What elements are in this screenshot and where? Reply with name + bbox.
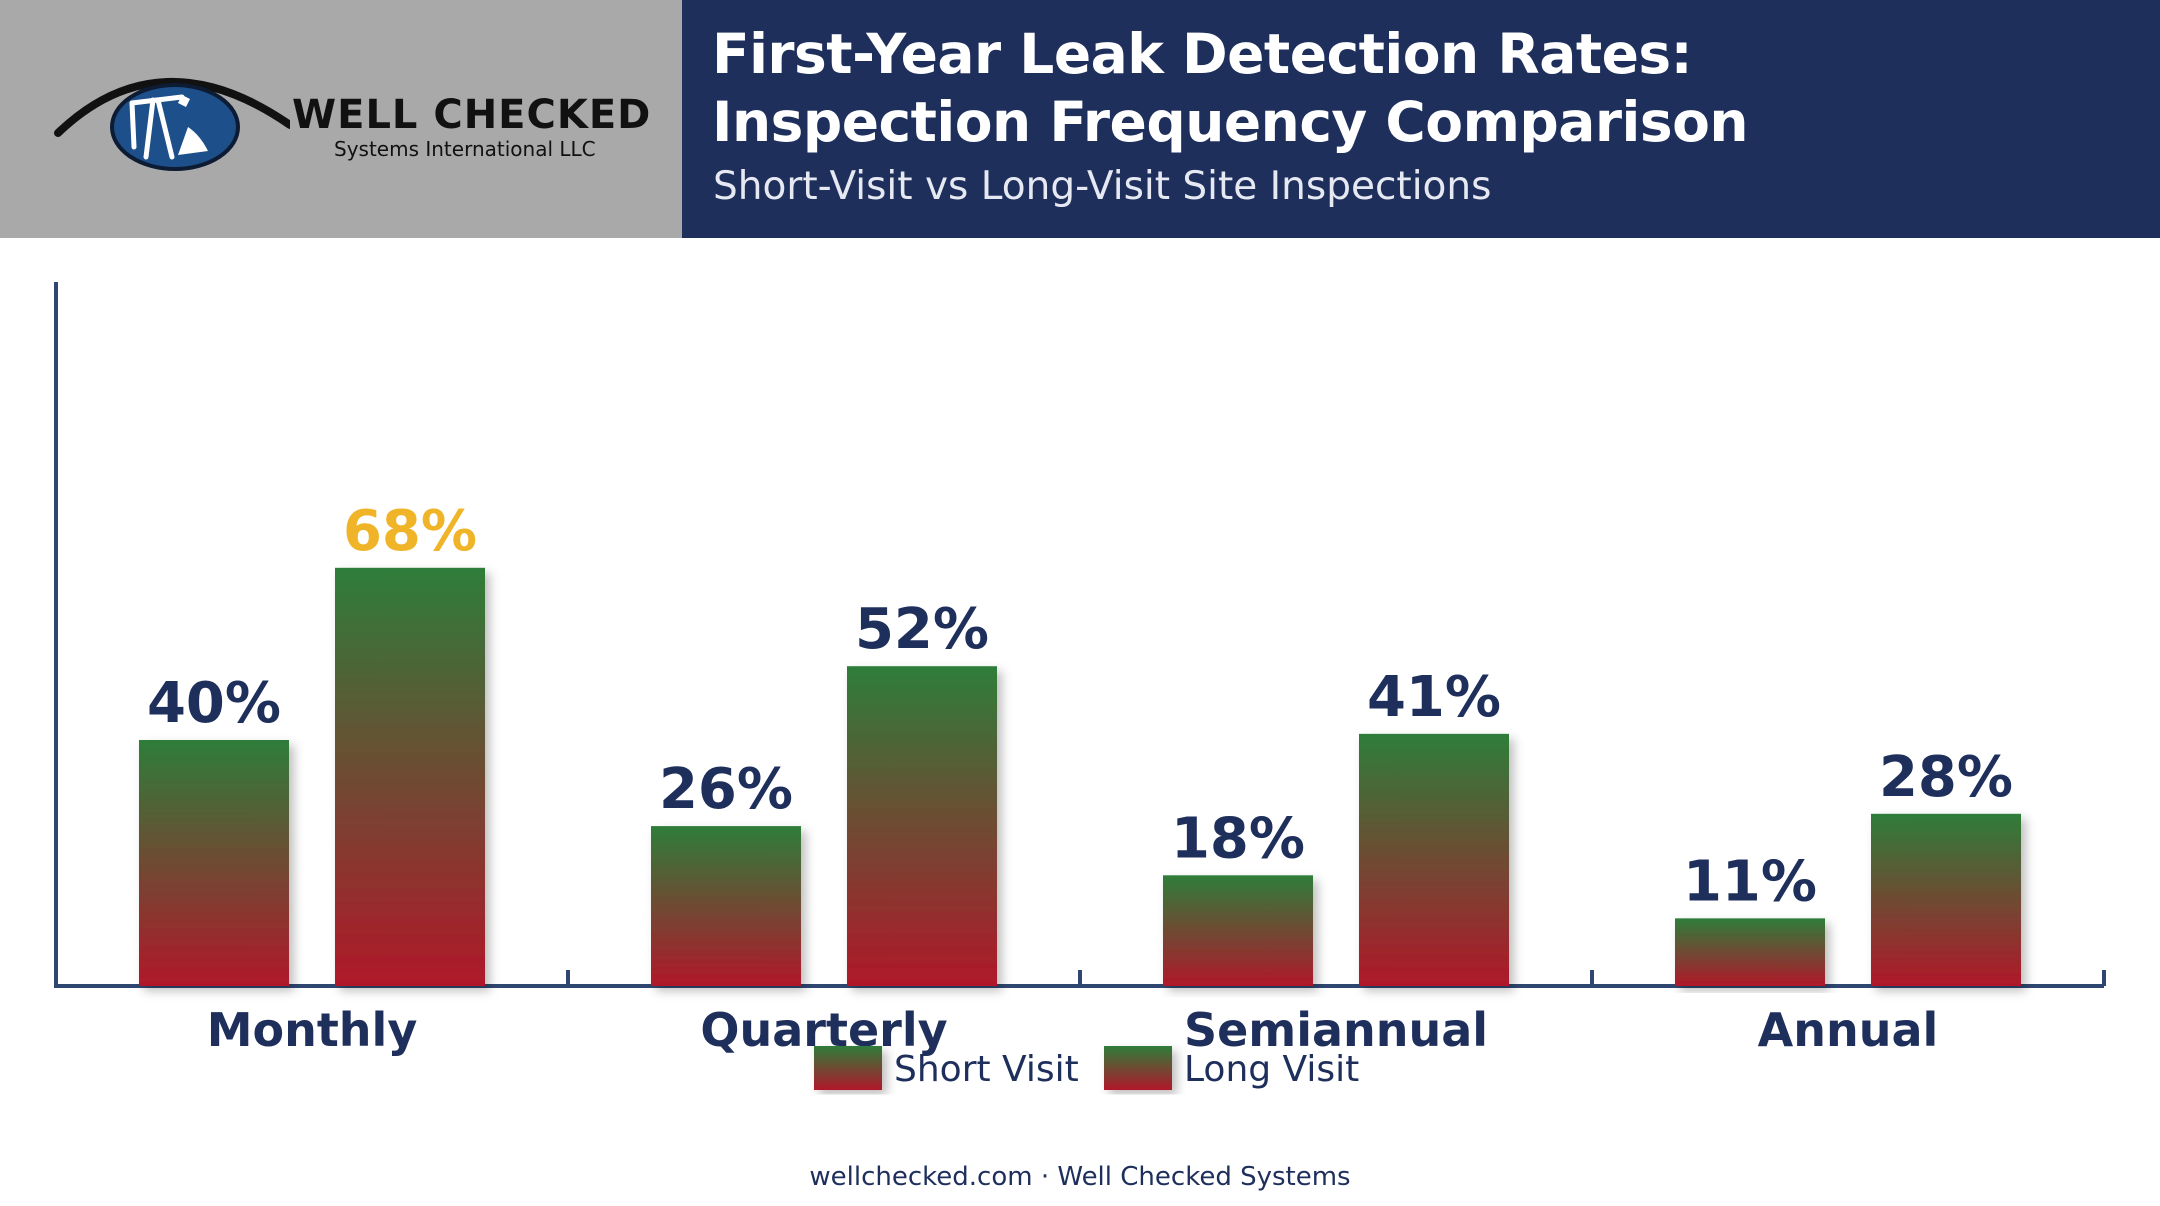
bar-quarterly-short-visit xyxy=(651,826,801,986)
data-label: 11% xyxy=(1683,849,1817,914)
data-label: 28% xyxy=(1879,745,2013,810)
data-label: 40% xyxy=(147,671,281,736)
data-label: 18% xyxy=(1171,806,1305,871)
x-tick-label: Annual xyxy=(1758,1003,1939,1057)
bar-annual-short-visit xyxy=(1675,918,1825,986)
legend-label: Long Visit xyxy=(1184,1049,1359,1090)
legend-label: Short Visit xyxy=(894,1049,1079,1090)
x-tick-label: Monthly xyxy=(207,1003,418,1057)
bar-semiannual-short-visit xyxy=(1163,875,1313,986)
chart-title-line-1: First-Year Leak Detection Rates: xyxy=(712,22,1693,86)
well-checked-logo-icon xyxy=(54,77,290,171)
bar-monthly-long-visit xyxy=(335,567,485,986)
chart-title-line-2: Inspection Frequency Comparison xyxy=(712,90,1749,154)
bar-chart: 40%68%Monthly26%52%Quarterly18%41%Semian… xyxy=(54,282,2106,1090)
bar-semiannual-long-visit xyxy=(1359,733,1509,986)
x-tick-label: Semiannual xyxy=(1184,1003,1488,1057)
brand-name: WELL CHECKED xyxy=(292,92,652,138)
logo-panel: WELL CHECKED Systems International LLC xyxy=(0,0,682,238)
data-label: 52% xyxy=(855,597,989,662)
legend-swatch-short-visit xyxy=(814,1046,882,1090)
footer-credit: wellchecked.com · Well Checked Systems xyxy=(809,1162,1351,1192)
data-label: 68% xyxy=(343,499,477,564)
bar-quarterly-long-visit xyxy=(847,666,997,986)
header: WELL CHECKED Systems International LLC F… xyxy=(0,0,2160,238)
legend-swatch-long-visit xyxy=(1104,1046,1172,1090)
data-label: 41% xyxy=(1367,665,1501,730)
data-label: 26% xyxy=(659,757,793,822)
title-panel xyxy=(682,0,2160,238)
bar-annual-long-visit xyxy=(1871,813,2021,986)
brand-subname: Systems International LLC xyxy=(334,137,596,161)
chart-subtitle: Short-Visit vs Long-Visit Site Inspectio… xyxy=(713,164,1492,209)
bar-monthly-short-visit xyxy=(139,740,289,986)
